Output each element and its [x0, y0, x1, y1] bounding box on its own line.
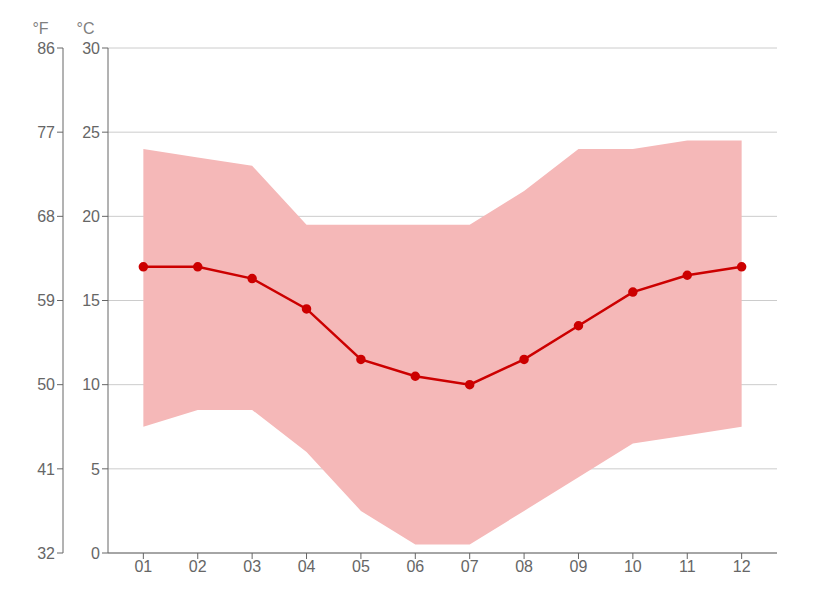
svg-text:77: 77 — [37, 124, 55, 141]
svg-text:07: 07 — [461, 558, 479, 575]
svg-text:5: 5 — [91, 461, 100, 478]
svg-text:08: 08 — [515, 558, 533, 575]
svg-text:12: 12 — [733, 558, 751, 575]
svg-text:01: 01 — [134, 558, 152, 575]
svg-text:04: 04 — [298, 558, 316, 575]
svg-text:15: 15 — [82, 292, 100, 309]
svg-text:°F: °F — [32, 20, 48, 37]
svg-text:10: 10 — [82, 376, 100, 393]
svg-text:11: 11 — [679, 558, 696, 575]
svg-text:03: 03 — [243, 558, 261, 575]
svg-text:10: 10 — [624, 558, 642, 575]
svg-text:30: 30 — [82, 40, 100, 57]
svg-text:09: 09 — [570, 558, 588, 575]
svg-text:0: 0 — [91, 545, 100, 562]
svg-text:02: 02 — [189, 558, 207, 575]
svg-text:20: 20 — [82, 208, 100, 225]
svg-text:59: 59 — [37, 292, 55, 309]
svg-text:50: 50 — [37, 376, 55, 393]
svg-text:41: 41 — [37, 461, 55, 478]
svg-text:68: 68 — [37, 208, 55, 225]
svg-text:°C: °C — [77, 20, 95, 37]
svg-text:32: 32 — [37, 545, 55, 562]
svg-text:86: 86 — [37, 40, 55, 57]
svg-text:25: 25 — [82, 124, 100, 141]
svg-text:05: 05 — [352, 558, 370, 575]
svg-text:06: 06 — [406, 558, 424, 575]
